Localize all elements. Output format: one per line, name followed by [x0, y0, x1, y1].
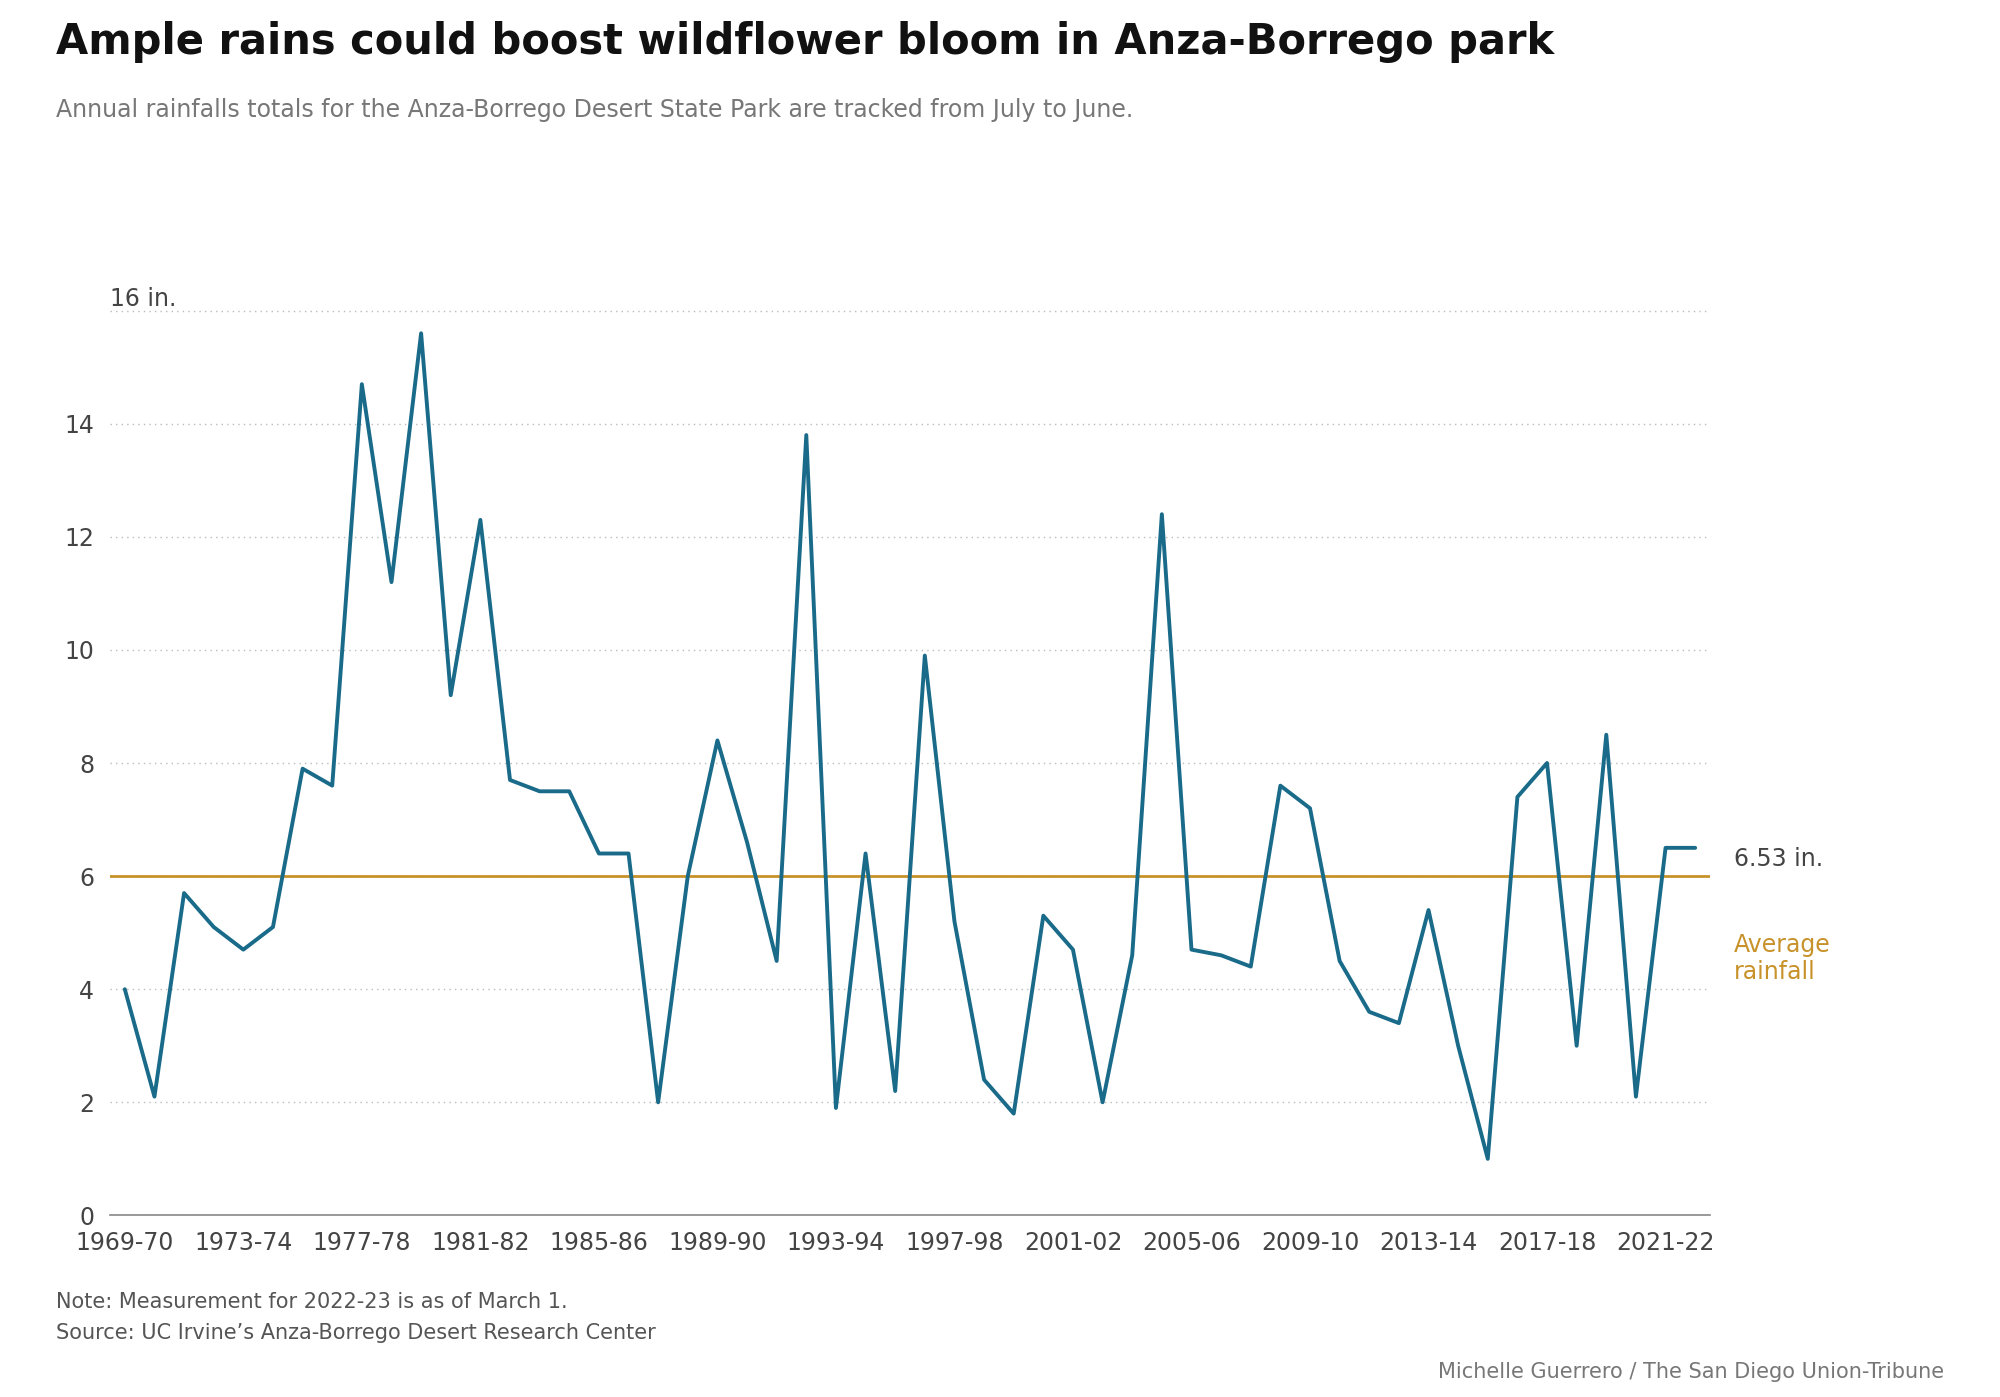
Text: Annual rainfalls totals for the Anza-Borrego Desert State Park are tracked from : Annual rainfalls totals for the Anza-Bor… — [56, 98, 1134, 122]
Text: Source: UC Irvine’s Anza-Borrego Desert Research Center: Source: UC Irvine’s Anza-Borrego Desert … — [56, 1323, 656, 1343]
Text: Note: Measurement for 2022-23 is as of March 1.: Note: Measurement for 2022-23 is as of M… — [56, 1292, 568, 1312]
Text: 6.53 in.: 6.53 in. — [1734, 847, 1822, 872]
Text: Ample rains could boost wildflower bloom in Anza-Borrego park: Ample rains could boost wildflower bloom… — [56, 21, 1554, 63]
Text: 16 in.: 16 in. — [110, 286, 176, 310]
Text: Michelle Guerrero / The San Diego Union-Tribune: Michelle Guerrero / The San Diego Union-… — [1438, 1362, 1944, 1382]
Text: Average
rainfall: Average rainfall — [1734, 933, 1830, 985]
